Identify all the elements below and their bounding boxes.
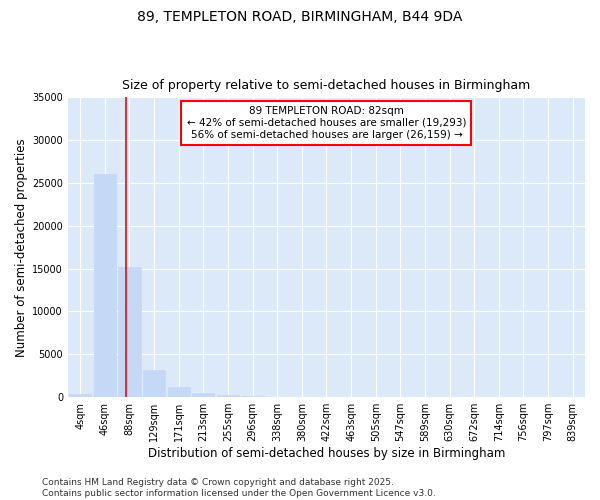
Bar: [217, 394, 239, 397]
Text: 89, TEMPLETON ROAD, BIRMINGHAM, B44 9DA: 89, TEMPLETON ROAD, BIRMINGHAM, B44 9DA: [137, 10, 463, 24]
Bar: [69, 394, 91, 397]
Bar: [94, 174, 116, 397]
Title: Size of property relative to semi-detached houses in Birmingham: Size of property relative to semi-detach…: [122, 79, 530, 92]
Text: Contains HM Land Registry data © Crown copyright and database right 2025.
Contai: Contains HM Land Registry data © Crown c…: [42, 478, 436, 498]
Bar: [143, 370, 165, 397]
Bar: [118, 267, 140, 397]
X-axis label: Distribution of semi-detached houses by size in Birmingham: Distribution of semi-detached houses by …: [148, 447, 505, 460]
Bar: [192, 393, 214, 397]
Bar: [241, 396, 263, 397]
Bar: [167, 387, 190, 397]
Y-axis label: Number of semi-detached properties: Number of semi-detached properties: [15, 138, 28, 356]
Text: 89 TEMPLETON ROAD: 82sqm
← 42% of semi-detached houses are smaller (19,293)
56% : 89 TEMPLETON ROAD: 82sqm ← 42% of semi-d…: [187, 106, 466, 140]
